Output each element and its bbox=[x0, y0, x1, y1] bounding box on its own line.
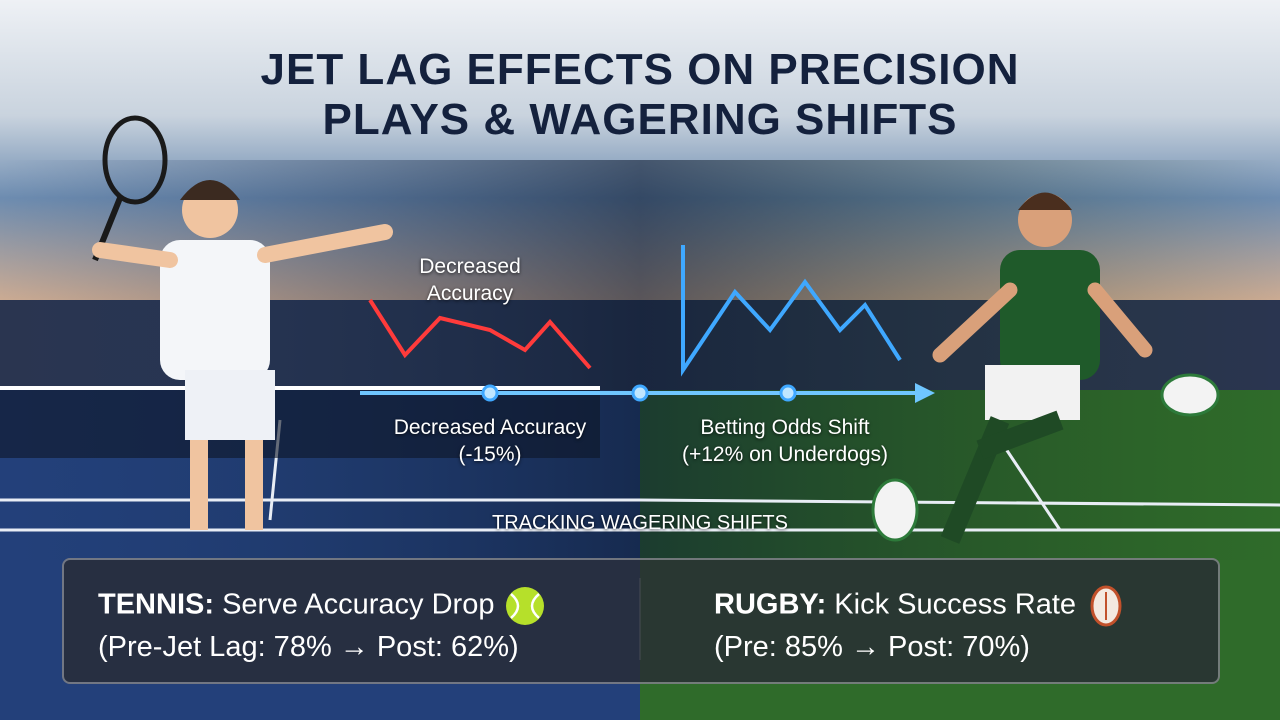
accuracy-trend bbox=[368, 298, 592, 370]
timeline-detail: (-15%) bbox=[458, 443, 522, 466]
detail: (Pre: 85% → Post: 70%) bbox=[714, 631, 1030, 663]
detail: (Pre-Jet Lag: 78% → Post: 62%) bbox=[98, 631, 519, 663]
rugby-ball-icon bbox=[1090, 585, 1122, 627]
sport: RUGBY: bbox=[714, 588, 827, 621]
tennis-net bbox=[0, 388, 600, 458]
metric: Serve Accuracy Drop bbox=[222, 588, 495, 621]
timeline-arrow bbox=[915, 383, 935, 403]
odds-trend bbox=[681, 245, 902, 377]
stats-panel: TENNIS: Serve Accuracy Drop (Pre-Jet Lag… bbox=[62, 558, 1220, 684]
title-line: PLAYS & WAGERING SHIFTS bbox=[322, 95, 958, 144]
title-line: JET LAG EFFECTS ON PRECISION bbox=[260, 45, 1020, 94]
tennis-player bbox=[92, 115, 393, 530]
timeline-title: Betting Odds Shift bbox=[700, 416, 870, 439]
timeline-dots bbox=[481, 384, 797, 402]
stat-item: RUGBY: Kick Success Rate (Pre: 85% → Pos… bbox=[714, 584, 1128, 666]
stat-item: TENNIS: Serve Accuracy Drop (Pre-Jet Lag… bbox=[98, 584, 547, 666]
timeline-label: Decreased Accuracy (-15%) bbox=[360, 414, 620, 468]
chart-label: Decreased Accuracy bbox=[419, 255, 521, 305]
rugby-player bbox=[871, 192, 1220, 544]
metric: Kick Success Rate bbox=[834, 588, 1077, 621]
timeline-title: Decreased Accuracy bbox=[393, 416, 587, 439]
timeline-label: Betting Odds Shift (+12% on Underdogs) bbox=[650, 414, 920, 468]
tennis-ball-icon bbox=[505, 587, 544, 625]
timeline-detail: (+12% on Underdogs) bbox=[681, 443, 889, 466]
sport: TENNIS: bbox=[98, 588, 214, 621]
caption: TRACKING WAGERING SHIFTS bbox=[492, 512, 788, 534]
